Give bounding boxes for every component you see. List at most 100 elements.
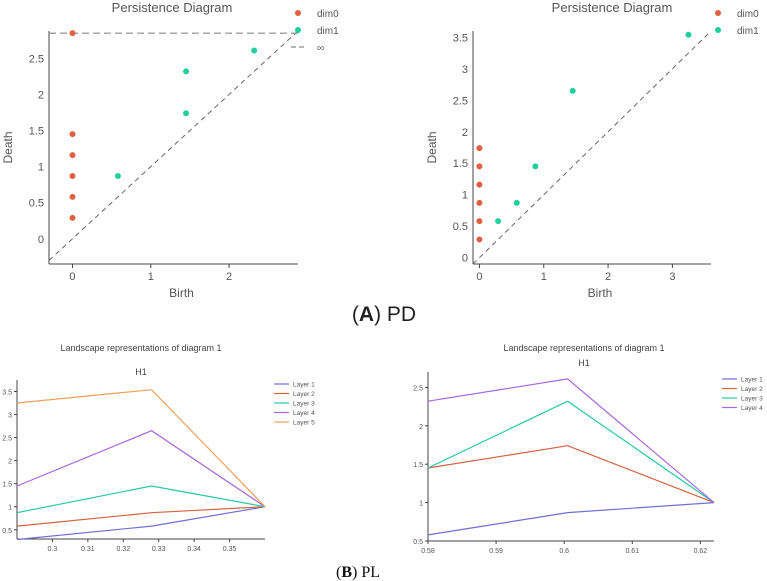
y-tick-label: 1 (462, 190, 468, 202)
y-tick-label: 1 (38, 162, 44, 174)
legend-swatch-dim1 (715, 27, 721, 33)
x-tick-label: 0.58 (421, 548, 435, 555)
legend-label: dim1 (737, 26, 759, 37)
caption-b-text: ) PL (352, 564, 380, 581)
caption-a-text: ) PD (374, 303, 416, 326)
series-line-layer-3 (16, 485, 266, 514)
chart-subtitle: H1 (578, 358, 590, 368)
legend-swatch-dim0 (715, 10, 721, 16)
pd2-chart: Persistence Diagram 0 1 2 3 0 0.5 1 1.5 2 2.5 3 3.5 B… (425, 0, 759, 300)
x-tick-label: 0 (69, 271, 75, 283)
y-tick-label: 3.5 (2, 390, 12, 397)
y-tick-label: 3.5 (453, 32, 468, 44)
x-tick-label: 0.61 (625, 548, 639, 555)
series-line-layer-5 (16, 389, 266, 508)
legend-label: Layer 5 (293, 420, 315, 427)
legend-label: dim0 (737, 9, 759, 20)
point-dim1 (569, 87, 576, 94)
x-tick-label: 0 (476, 271, 482, 283)
x-tick-label: 0.62 (694, 548, 708, 555)
x-tick-label: 1 (148, 271, 154, 283)
x-tick-label: 0.34 (187, 546, 201, 553)
series-line-layer-3 (427, 400, 715, 504)
point-dim0 (476, 145, 483, 152)
chart-title: Persistence Diagram (552, 0, 673, 15)
x-tick-label: 0.6 (559, 548, 569, 555)
y-tick-label: 2.5 (29, 53, 44, 65)
y-tick-label: 0.5 (2, 528, 12, 535)
caption-a: (A) PD (352, 303, 416, 326)
y-tick-label: 2.5 (453, 95, 468, 107)
legend-label: Layer 1 (293, 382, 315, 389)
series-line-layer-2 (16, 506, 266, 527)
x-tick-label: 2 (226, 271, 232, 283)
point-dim0 (476, 199, 483, 206)
legend-label: ∞ (317, 43, 324, 54)
point-dim0 (69, 193, 76, 200)
x-axis-label: Birth (588, 286, 613, 300)
y-tick-label: 0.5 (413, 539, 423, 546)
point-dim0 (476, 218, 483, 225)
y-tick-label: 2 (462, 127, 468, 139)
series-line-layer-2 (427, 445, 715, 504)
x-tick-label: 1 (541, 271, 547, 283)
caption-b-letter: B (341, 564, 352, 581)
pd1-chart: Persistence Diagram 0 1 2 0 0.5 1 1.5 2 2.5 Birth D… (1, 0, 339, 300)
x-tick-label: 0.31 (81, 546, 95, 553)
legend-swatch-dim0 (295, 10, 301, 16)
point-dim1 (532, 163, 539, 170)
x-tick-label: 0.33 (152, 546, 166, 553)
series-line-layer-4 (427, 378, 715, 504)
series-line-layer-1 (16, 506, 266, 541)
point-dim1 (183, 68, 190, 75)
y-tick-label: 0.5 (453, 221, 468, 233)
x-tick-label: 0.32 (116, 546, 130, 553)
y-tick-label: 0 (462, 253, 468, 265)
point-dim1 (114, 172, 121, 179)
y-tick-label: 2 (419, 424, 423, 431)
y-axis-label: Death (1, 131, 15, 163)
chart-title: Persistence Diagram (112, 0, 233, 15)
y-tick-label: 1.5 (29, 126, 44, 138)
point-dim0 (476, 181, 483, 188)
y-tick-label: 1 (419, 501, 423, 508)
caption-a-letter: A (359, 303, 374, 326)
legend-label: Layer 4 (741, 405, 763, 412)
x-tick-label: 0.59 (489, 548, 503, 555)
point-dim0 (476, 236, 483, 243)
chart-subtitle: H1 (135, 367, 147, 377)
y-tick-label: 0 (38, 234, 44, 246)
point-dim0 (69, 131, 76, 138)
legend-label: dim1 (317, 26, 339, 37)
point-dim1 (685, 31, 692, 38)
y-tick-label: 2 (38, 89, 44, 101)
caption-b: (B) PL (336, 564, 380, 581)
legend-label: Layer 2 (741, 386, 763, 393)
x-tick-label: 3 (669, 271, 675, 283)
point-dim0 (69, 214, 76, 221)
legend-label: Layer 1 (741, 377, 763, 384)
point-dim0 (69, 172, 76, 179)
y-tick-label: 1.5 (413, 462, 423, 469)
legend-label: Layer 3 (741, 396, 763, 403)
point-dim1 (183, 110, 190, 117)
y-tick-label: 0.5 (29, 198, 44, 210)
point-dim0 (476, 163, 483, 170)
chart-title: Landscape representations of diagram 1 (503, 343, 664, 353)
chart-title: Landscape representations of diagram 1 (60, 343, 221, 353)
legend-swatch-dim1 (295, 27, 301, 33)
legend-label: Layer 2 (293, 391, 315, 398)
y-tick-label: 3 (462, 64, 468, 76)
diagonal-line (472, 30, 712, 265)
series-line-layer-1 (427, 502, 715, 536)
y-tick-label: 1.5 (453, 158, 468, 170)
point-dim1 (251, 47, 258, 54)
y-tick-label: 2.5 (2, 436, 12, 443)
y-axis-label: Death (425, 131, 439, 163)
y-tick-label: 3 (8, 413, 12, 420)
point-dim0 (69, 152, 76, 159)
y-tick-label: 1.5 (2, 482, 12, 489)
point-dim0 (69, 30, 76, 37)
y-tick-label: 2 (8, 459, 12, 466)
